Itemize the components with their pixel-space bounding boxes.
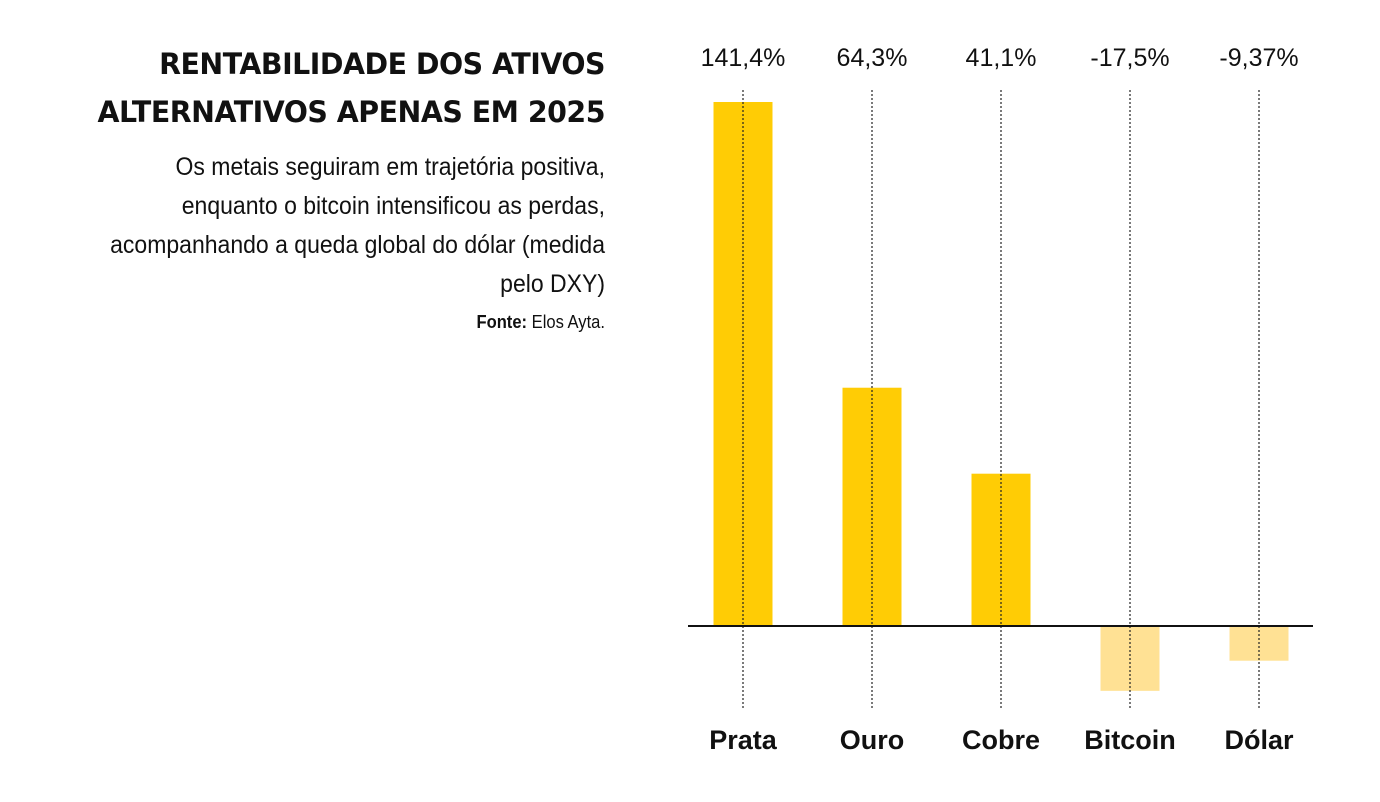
header-block: RENTABILIDADE DOS ATIVOS ALTERNATIVOS AP… [45,40,606,333]
value-label: -9,37% [1219,44,1298,72]
title-line-1: RENTABILIDADE DOS ATIVOS [159,47,605,81]
value-label: 64,3% [837,44,908,72]
value-label: -17,5% [1090,44,1169,72]
chart-source: Fonte: Elos Ayta. [90,312,605,333]
category-label: Cobre [962,725,1040,755]
value-label: 141,4% [701,44,786,72]
source-value: Elos Ayta. [531,312,605,332]
category-label: Prata [709,725,778,755]
chart-title: RENTABILIDADE DOS ATIVOS ALTERNATIVOS AP… [56,40,606,136]
title-line-2: ALTERNATIVOS APENAS EM 2025 [97,95,606,129]
value-label: 41,1% [966,44,1037,72]
source-label: Fonte: [476,312,528,332]
chart-subtitle: Os metais seguiram em trajetória positiv… [110,153,606,298]
category-label: Ouro [840,725,905,755]
category-label: Dólar [1224,725,1294,755]
category-label: Bitcoin [1084,725,1176,755]
